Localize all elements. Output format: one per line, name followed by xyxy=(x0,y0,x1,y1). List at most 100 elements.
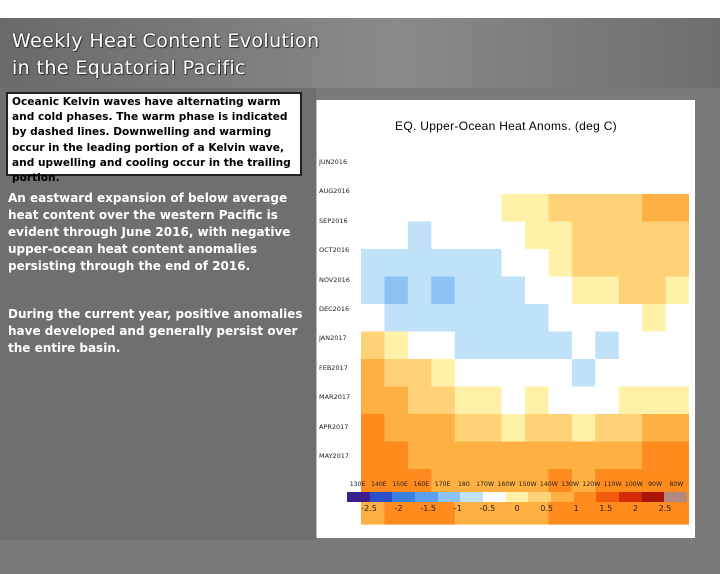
heatmap-cell xyxy=(384,386,409,415)
heatmap-cell xyxy=(454,414,479,443)
heatmap-cell xyxy=(525,221,550,250)
heatmap-cell xyxy=(501,331,526,360)
heatmap-cell xyxy=(407,194,432,223)
heatmap-cell xyxy=(478,221,503,250)
colorbar-tick: -1.5 xyxy=(420,504,436,513)
heatmap-cell xyxy=(501,221,526,250)
heatmap-cell xyxy=(548,221,573,250)
heatmap-cell xyxy=(454,359,479,388)
heatmap-cell xyxy=(407,359,432,388)
x-tick-label: 160E xyxy=(413,481,430,488)
heatmap-cell xyxy=(665,331,689,360)
colorbar-swatch xyxy=(392,492,416,502)
heatmap-cell xyxy=(431,331,456,360)
heatmap-cell xyxy=(384,276,409,305)
heatmap-cell xyxy=(642,276,667,305)
heatmap-cell xyxy=(407,441,432,470)
heatmap-cell xyxy=(525,441,550,470)
heatmap-cell xyxy=(548,359,573,388)
colorbar-tick: 2 xyxy=(632,504,638,513)
y-tick-label: SEP2016 xyxy=(319,216,348,225)
colorbar-tick: 1 xyxy=(573,504,579,513)
heatmap-cell xyxy=(665,386,689,415)
heatmap-cell xyxy=(407,386,432,415)
top-strip xyxy=(0,0,720,18)
y-tick-label: JUN2016 xyxy=(319,158,348,166)
colorbar-swatch xyxy=(505,492,529,502)
heatmap-cell xyxy=(454,194,479,223)
heatmap-cell xyxy=(454,221,479,250)
heatmap-cell xyxy=(501,276,526,305)
y-tick-label: APR2017 xyxy=(319,422,349,431)
heatmap-cell xyxy=(665,304,689,333)
x-tick-label: 90W xyxy=(648,481,663,488)
colorbar-tick: -2 xyxy=(394,504,403,513)
heatmap-cell xyxy=(361,331,386,360)
heatmap-cell xyxy=(407,331,432,360)
hovmoller-chart: EQ. Upper-Ocean Heat Anoms. (deg C) JUN2… xyxy=(316,100,695,538)
heatmap-cell xyxy=(478,441,503,470)
heatmap-cell xyxy=(525,249,550,278)
title-line-2: in the Equatorial Pacific xyxy=(12,57,246,79)
heatmap-cell xyxy=(595,331,620,360)
heatmap-cell xyxy=(525,386,550,415)
title-bar xyxy=(0,18,720,88)
heatmap-cell xyxy=(571,359,596,388)
heatmap-cell xyxy=(665,441,689,470)
heatmap-cell xyxy=(642,331,667,360)
heatmap-cell xyxy=(642,359,667,388)
heatmap-cell xyxy=(478,276,503,305)
longitude-labels: 130E 140E 150E 160E 170E 180 170W 160W 150W 140W 1… xyxy=(347,481,687,491)
heatmap-cell xyxy=(665,496,689,525)
heatmap-cell xyxy=(665,414,689,443)
heatmap-cell xyxy=(454,331,479,360)
heatmap-cell xyxy=(571,304,596,333)
heatmap-cell xyxy=(525,304,550,333)
heatmap-cell xyxy=(478,331,503,360)
heatmap-cell xyxy=(548,386,573,415)
heatmap-cell xyxy=(431,386,456,415)
heatmap-cell xyxy=(361,276,386,305)
colorbar-swatch xyxy=(664,492,688,502)
heatmap-cell xyxy=(431,194,456,223)
heatmap-cell xyxy=(454,276,479,305)
heatmap-cell xyxy=(361,414,386,443)
colorbar-tick: -2.5 xyxy=(361,504,377,513)
heatmap-cell xyxy=(548,414,573,443)
colorbar-tick: 2.5 xyxy=(658,504,672,513)
heatmap-cell xyxy=(618,221,643,250)
title-line-1: Weekly Heat Content Evolution xyxy=(12,30,320,52)
heatmap-cell xyxy=(618,249,643,278)
colorbar-swatch xyxy=(483,492,506,502)
x-tick-label: 150E xyxy=(392,481,408,488)
paragraph-western-pacific: An eastward expansion of below average h… xyxy=(8,191,291,273)
heatmap-cell xyxy=(595,441,620,470)
heatmap-cell xyxy=(431,249,456,278)
x-tick-label: 110W xyxy=(603,481,622,488)
colorbar-swatch xyxy=(573,492,597,502)
heatmap-cell xyxy=(665,469,689,498)
heatmap-cell xyxy=(595,249,620,278)
heatmap-cell xyxy=(665,359,689,388)
heatmap-cell xyxy=(642,386,667,415)
heatmap-cell xyxy=(618,304,643,333)
y-tick-label: OCT2016 xyxy=(319,246,350,255)
colorbar-swatch xyxy=(347,492,370,502)
heatmap-cell xyxy=(384,441,409,470)
colorbar-tick: 0.5 xyxy=(540,504,553,513)
x-tick-label: 160W xyxy=(497,481,516,488)
colorbar-swatch xyxy=(415,492,438,502)
heatmap-cell xyxy=(384,221,409,250)
heatmap-cell xyxy=(407,414,432,443)
heatmap-cell xyxy=(571,331,596,360)
x-tick-label: 170E xyxy=(434,481,451,488)
heatmap-cell xyxy=(431,276,456,305)
heatmap-cell xyxy=(384,249,409,278)
heatmap-cell xyxy=(525,194,550,223)
x-tick-label: 150W xyxy=(518,481,537,488)
kelvin-wave-note: Oceanic Kelvin waves have alternating wa… xyxy=(6,92,302,184)
heatmap-cell xyxy=(501,304,526,333)
heatmap-cell xyxy=(595,276,620,305)
heatmap-cell xyxy=(361,359,386,388)
y-tick-label: DEC2016 xyxy=(319,305,350,313)
